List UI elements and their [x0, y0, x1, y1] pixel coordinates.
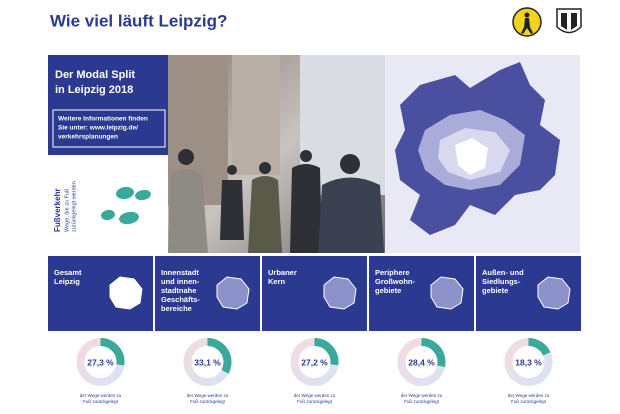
region-caption: Fuß zurückgelegt	[404, 399, 440, 404]
donut-label: 18,3 %	[515, 357, 542, 367]
region-name: Geschäfts-	[161, 295, 200, 304]
mode-name: Fußverkehr	[53, 188, 62, 232]
region-name: gebiete	[375, 286, 401, 295]
region-name: Innenstadt	[161, 268, 199, 277]
region-caption: Fuß zurückgelegt	[190, 399, 226, 404]
donut-label: 27,3 %	[87, 357, 114, 367]
mode-box	[48, 155, 168, 253]
region-caption: Fuß zurückgelegt	[297, 399, 333, 404]
region-name: bereiche	[161, 304, 192, 313]
intro-title: in Leipzig 2018	[55, 84, 133, 96]
region-name: Kern	[268, 277, 286, 286]
region-icon	[537, 276, 571, 310]
region-panel	[262, 333, 367, 414]
intro-box	[48, 55, 168, 155]
region-name: Leipzig	[54, 277, 80, 286]
region-icon	[323, 276, 357, 310]
region-panel	[476, 333, 581, 414]
donut-arc	[314, 338, 339, 366]
footprints	[101, 186, 151, 225]
page-title: Wie viel läuft Leipzig?	[50, 11, 227, 30]
region-name: gebiete	[482, 286, 508, 295]
region-panel	[155, 333, 260, 414]
region-caption: Fuß zurückgelegt	[83, 399, 119, 404]
region-caption: Fuß zurückgelegt	[511, 399, 547, 404]
donut-arc	[421, 338, 446, 368]
street-photo	[168, 55, 385, 253]
region-caption: der Wege werden zu	[294, 393, 336, 398]
region-caption: der Wege werden zu	[508, 393, 550, 398]
info-text: Weitere Informationen finden	[58, 116, 148, 123]
region-caption: der Wege werden zu	[80, 393, 122, 398]
logos	[512, 7, 582, 37]
donut-label: 28,4 %	[408, 357, 435, 367]
region-name: und innen-	[161, 277, 200, 286]
region-caption: der Wege werden zu	[401, 393, 443, 398]
city-map	[385, 55, 580, 253]
info-text: Sie unter: www.leipzig.de/	[58, 125, 138, 132]
region-caption: der Wege werden zu	[187, 393, 229, 398]
mode-description: Wege, die zu Fuß	[64, 188, 70, 232]
region-icon	[430, 276, 464, 310]
donut-arc	[528, 338, 551, 356]
info-text: verkehrsplanungen	[58, 134, 118, 141]
region-icon	[216, 276, 250, 310]
donut-label: 27,2 %	[301, 357, 328, 367]
region-name: stadtnahe	[161, 286, 196, 295]
intro-title: Der Modal Split	[55, 69, 135, 81]
donut-arc	[207, 338, 232, 374]
region-name: Urbaner	[268, 268, 297, 277]
region-name: Siedlungs-	[482, 277, 521, 286]
info-frame	[52, 109, 166, 148]
region-panel	[369, 333, 474, 414]
region-name: Großwohn-	[375, 277, 415, 286]
region-panel	[48, 333, 153, 414]
mode-description: zurückgelegt werden	[71, 181, 77, 232]
region-name: Außen- und	[482, 268, 524, 277]
donut-arc	[100, 338, 125, 366]
region-name: Gesamt	[54, 268, 82, 277]
region-icon	[109, 276, 143, 310]
donut-label: 33,1 %	[194, 357, 221, 367]
region-name: Periphere	[375, 268, 410, 277]
